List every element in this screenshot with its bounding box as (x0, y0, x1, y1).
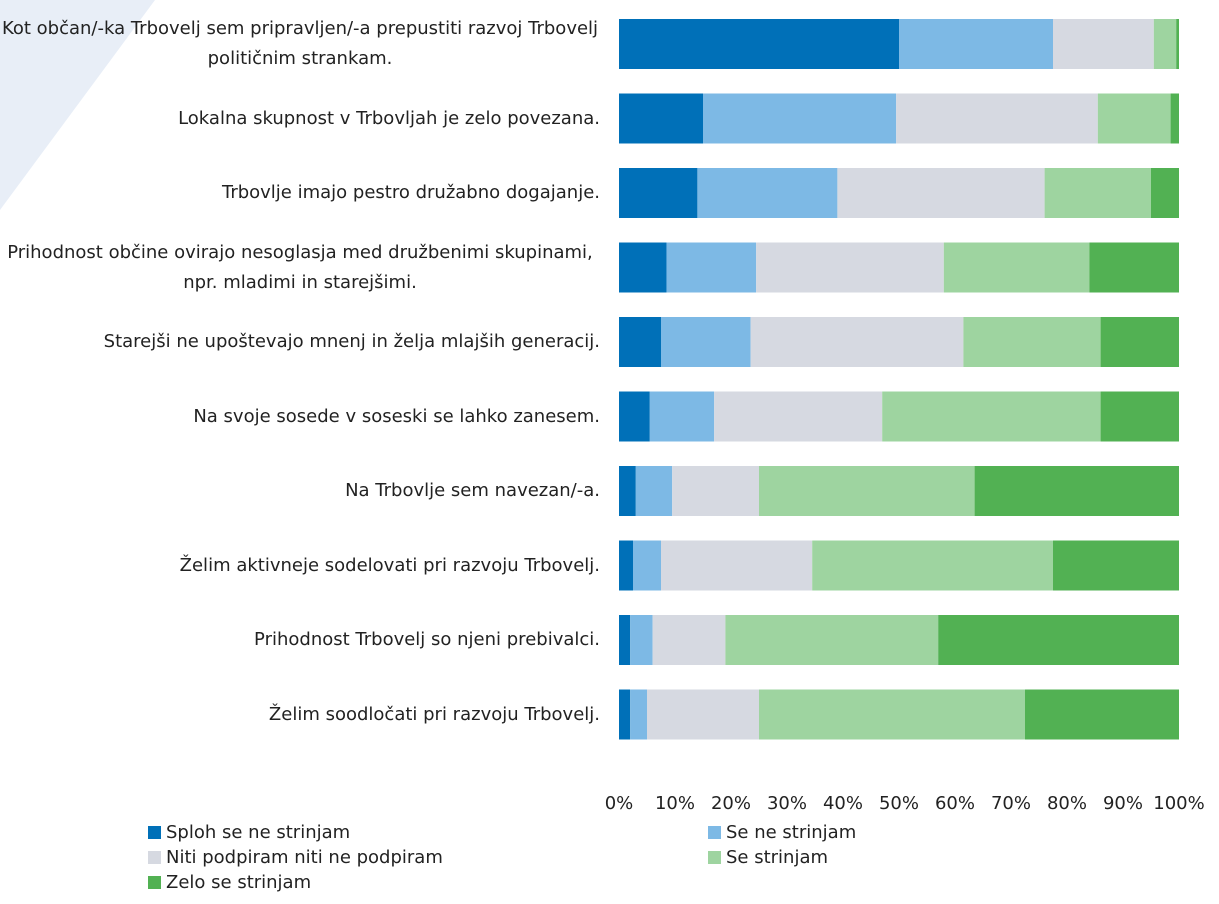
category-label: Prihodnost občine ovirajo nesoglasja med… (7, 241, 593, 293)
category-label: Na Trbovlje sem navezan/-a. (345, 480, 600, 501)
bar-segment (619, 317, 661, 367)
bar-segment (714, 391, 883, 442)
bar-segment (633, 540, 661, 591)
x-tick-label: 70% (991, 793, 1031, 814)
bar-segment (882, 391, 1101, 442)
bar-segment (725, 615, 939, 665)
legend-entry: Sploh se ne strinjam (148, 820, 350, 845)
bar-segment (697, 168, 838, 218)
legend-entry: Se ne strinjam (708, 820, 856, 845)
bar-segment (974, 466, 1179, 516)
bar-segment (647, 689, 759, 740)
bar-segment (1097, 93, 1171, 144)
bar-segment (837, 168, 1045, 218)
bar-segment (619, 19, 899, 69)
bar-segment (672, 466, 759, 516)
legend-entry: Niti podpiram niti ne podpiram (148, 845, 443, 870)
legend-label: Se ne strinjam (726, 822, 857, 843)
category-label: Kot občan/-ka Trbovelj sem pripravljen/-… (1, 18, 599, 69)
bar-segment (1053, 540, 1179, 591)
bar-segment (635, 466, 673, 516)
bar-segment (649, 391, 715, 442)
bar-segment (619, 466, 636, 516)
bar-segment (703, 93, 897, 144)
legend-entry: Se strinjam (708, 845, 828, 870)
legend-label: Niti podpiram niti ne podpiram (166, 847, 443, 868)
legend-swatch (708, 851, 721, 864)
bar-segment (652, 615, 726, 665)
bar-segment (812, 540, 1053, 591)
category-label: Želim soodločati pri razvoju Trbovelj. (268, 703, 600, 725)
bar-segment (1044, 168, 1151, 218)
bar-segment (619, 391, 650, 442)
category-label: Starejši ne upoštevajo mnenj in želja ml… (103, 331, 600, 352)
legend-swatch (148, 826, 161, 839)
bar-segment (938, 615, 1179, 665)
x-tick-label: 80% (1047, 793, 1087, 814)
bar-segment (630, 615, 653, 665)
bar-segment (1153, 19, 1177, 69)
legend-entry: Zelo se strinjam (148, 870, 311, 895)
x-tick-label: 90% (1103, 793, 1143, 814)
bar-segment (899, 19, 1053, 69)
bar-segment (756, 242, 944, 293)
bar-segment (666, 242, 757, 293)
bar-segment (619, 168, 698, 218)
legend-label: Sploh se ne strinjam (166, 822, 351, 843)
category-label: Prihodnost Trbovelj so njeni prebivalci. (254, 629, 600, 650)
bar-segment (619, 615, 631, 665)
legend-swatch (148, 876, 161, 889)
bar-segment (630, 689, 647, 740)
category-label: Na svoje sosede v soseski se lahko zanes… (193, 405, 600, 427)
bar-segment (661, 317, 751, 367)
background-decoration (0, 0, 155, 210)
legend-swatch (148, 851, 161, 864)
x-tick-label: 10% (655, 793, 695, 814)
legend-label: Se strinjam (726, 847, 829, 868)
category-label: Trbovlje imajo pestro družabno dogajanje… (221, 182, 600, 203)
x-tick-label: 40% (823, 793, 863, 814)
bar-segment (963, 317, 1101, 367)
bar-segment (1053, 19, 1154, 69)
bar-segment (619, 540, 633, 591)
x-tick-label: 0% (605, 793, 634, 814)
category-label: Želim aktivneje sodelovati pri razvoju T… (179, 554, 600, 576)
bar-segment (1089, 242, 1179, 293)
bar-segment (1151, 168, 1179, 218)
bar-segment (943, 242, 1090, 293)
bar-segment (661, 540, 813, 591)
bar-segment (1025, 689, 1179, 740)
x-tick-label: 30% (767, 793, 807, 814)
bar-segment (1176, 19, 1179, 69)
category-label: Lokalna skupnost v Trbovljah je zelo pov… (178, 107, 600, 129)
x-tick-label: 60% (935, 793, 975, 814)
bar-segment (759, 466, 975, 516)
bar-segment (896, 93, 1098, 144)
legend-swatch (708, 826, 721, 839)
bar-segment (619, 93, 703, 144)
bar-segment (1100, 391, 1179, 442)
bar-segment (619, 242, 667, 293)
bar-segment (750, 317, 964, 367)
bar-segment (759, 689, 1025, 740)
x-tick-label: 20% (711, 793, 751, 814)
legend-label: Zelo se strinjam (166, 872, 312, 893)
bar-segment (619, 689, 631, 740)
x-tick-label: 50% (879, 793, 919, 814)
bar-segment (1170, 93, 1179, 144)
x-tick-label: 100% (1153, 793, 1204, 814)
bar-segment (1100, 317, 1179, 367)
